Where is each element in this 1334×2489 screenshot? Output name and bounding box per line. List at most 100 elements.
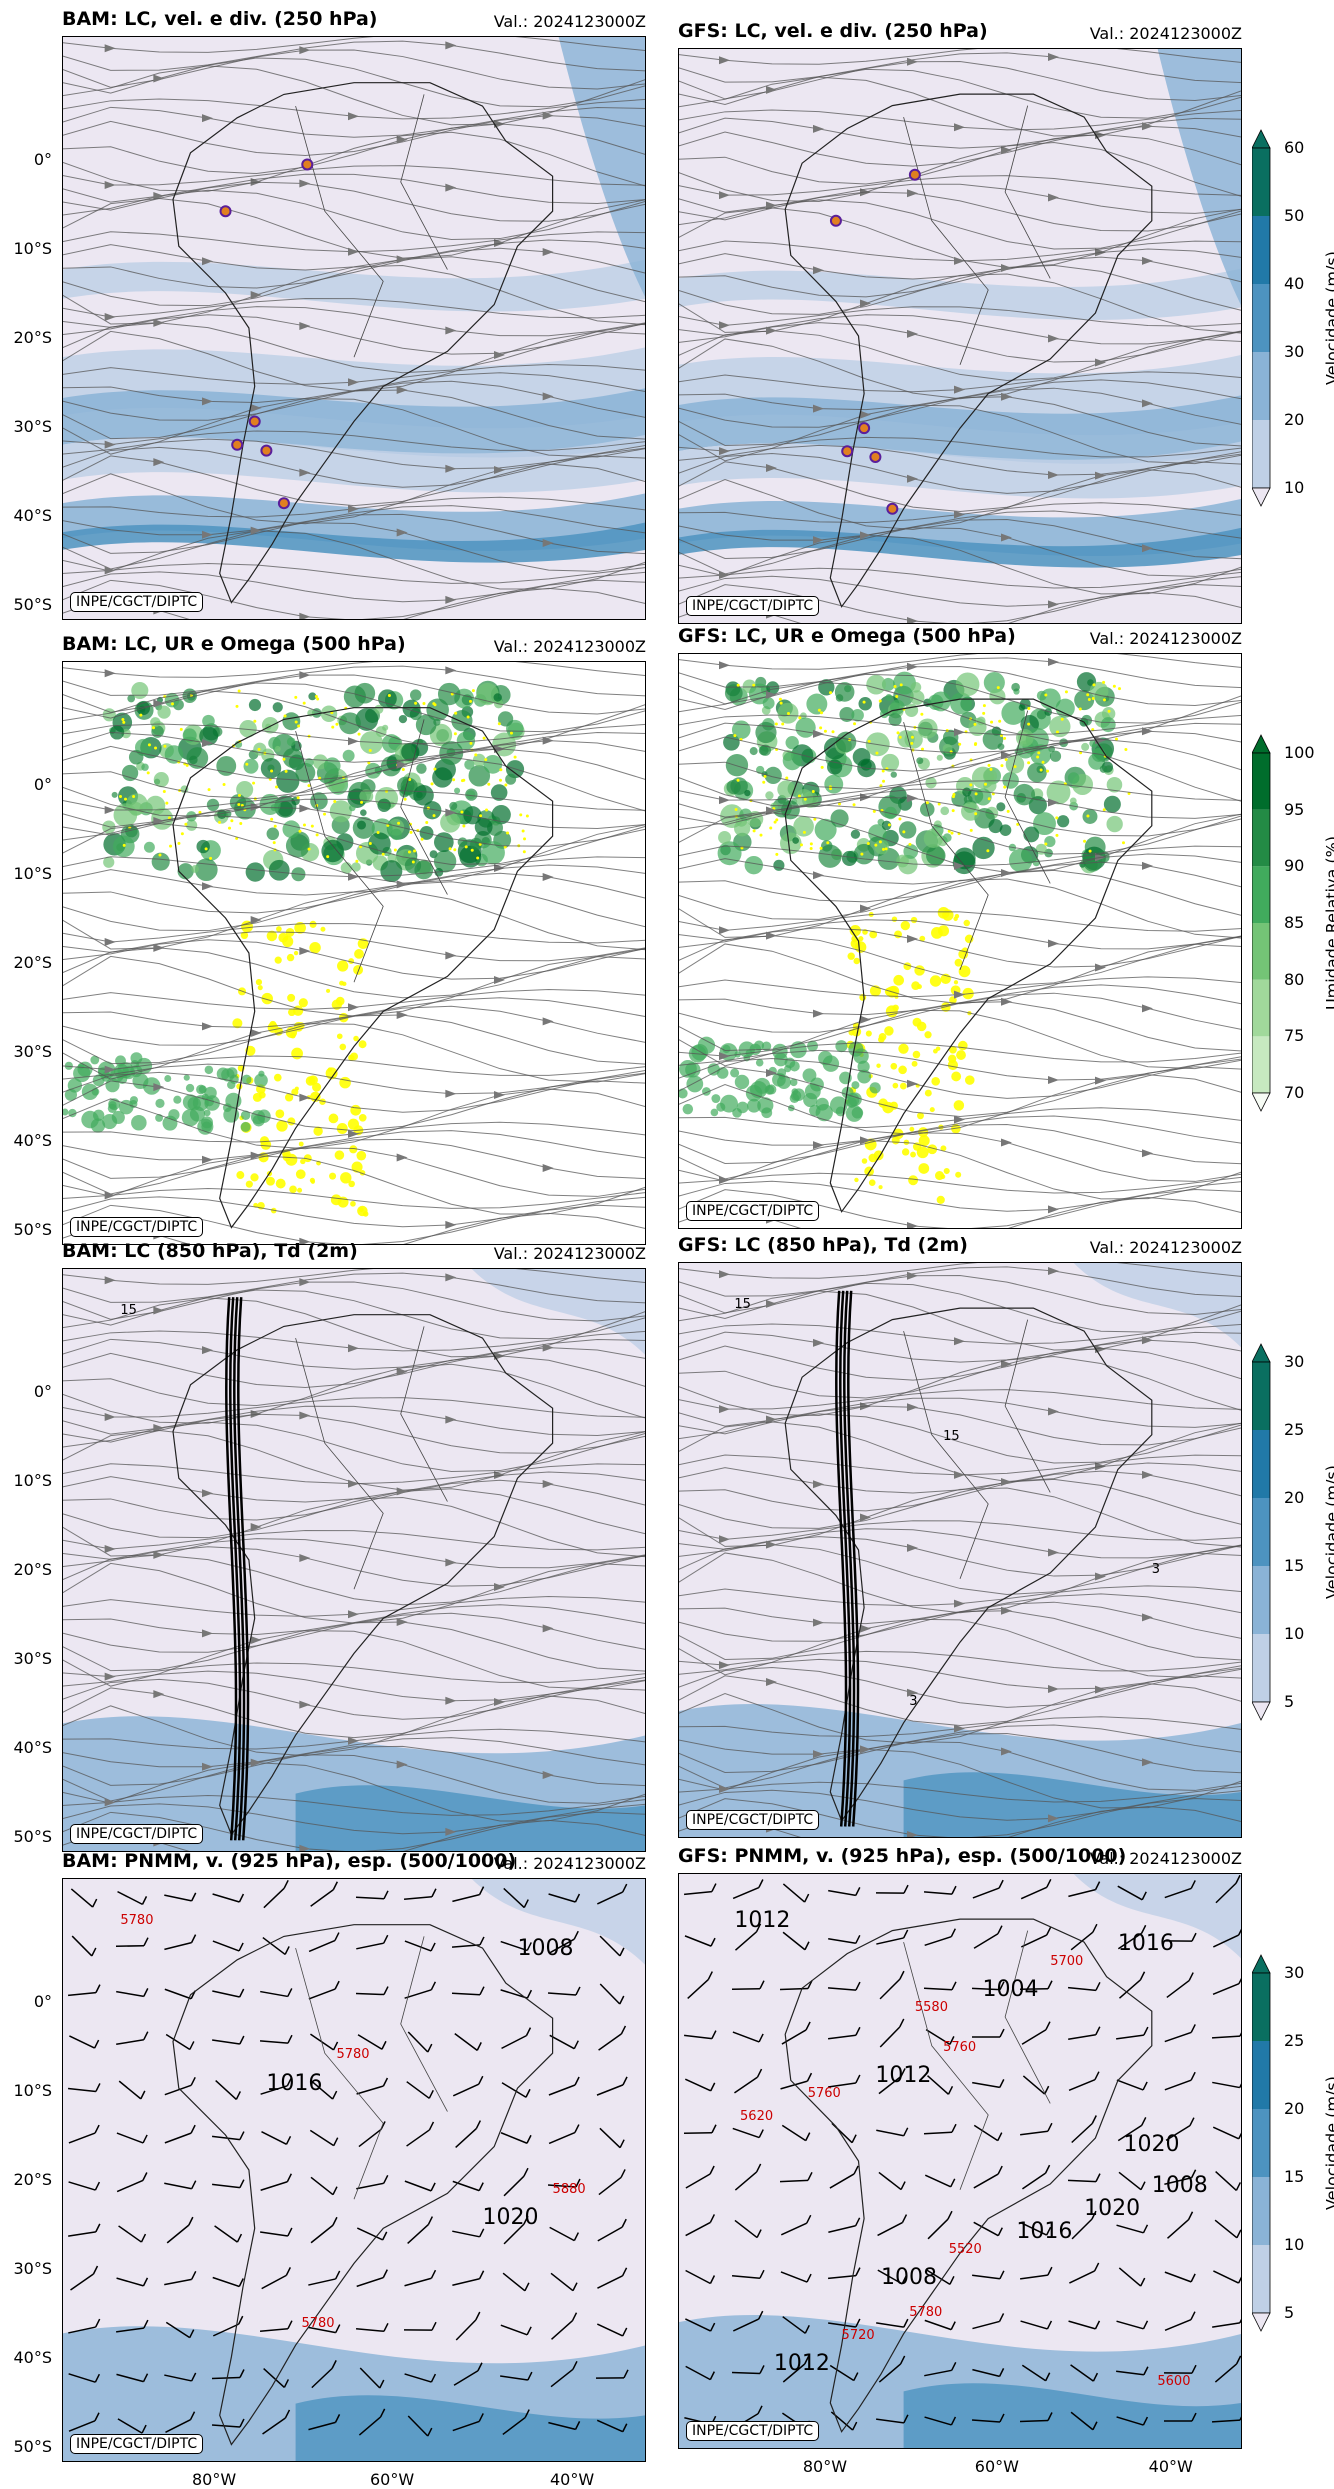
omega-dot: [239, 822, 242, 825]
omega-dot: [171, 702, 174, 705]
omega-dot: [1055, 816, 1058, 819]
panel-title-left: BAM: LC, vel. e div. (250 hPa): [62, 8, 378, 30]
omega-dot: [354, 949, 364, 959]
omega-dot: [798, 795, 801, 798]
omega-dot: [908, 843, 911, 846]
colorbar-segment: [1252, 1430, 1270, 1498]
omega-dot: [337, 1123, 348, 1134]
humidity-blob: [926, 846, 946, 866]
humidity-blob: [186, 1084, 194, 1092]
omega-dot: [454, 712, 457, 715]
humidity-blob: [831, 809, 849, 827]
omega-dot: [510, 732, 513, 735]
omega-dot: [245, 763, 248, 766]
omega-dot: [425, 821, 428, 824]
colorbar-label: Umidade Relativa (%): [1323, 836, 1334, 1010]
omega-dot: [299, 1142, 304, 1147]
map-canvas: [678, 1262, 1242, 1838]
contour-label: 5700: [1050, 1954, 1083, 1969]
left-map-panel-3: INPE/CGCT/DIPTC: [62, 1268, 646, 1852]
omega-dot: [879, 699, 882, 702]
panel-title-left: BAM: LC (850 hPa), Td (2m): [62, 1240, 358, 1262]
map-canvas: [62, 1268, 646, 1852]
omega-dot: [119, 795, 122, 798]
omega-dot: [258, 985, 263, 990]
humidity-blob: [91, 1118, 105, 1132]
colorbar-3: [1252, 1342, 1292, 1726]
wind-barb: [1020, 2420, 1048, 2421]
omega-dot: [780, 702, 783, 705]
omega-dot: [975, 792, 978, 795]
humidity-blob: [321, 705, 337, 721]
humidity-blob: [835, 1040, 847, 1052]
humidity-blob: [141, 763, 148, 770]
omega-dot: [433, 814, 436, 817]
omega-dot: [735, 808, 738, 811]
omega-dot: [238, 794, 241, 797]
omega-dot: [1102, 681, 1105, 684]
humidity-blob: [956, 673, 980, 697]
humidity-blob: [157, 705, 170, 718]
omega-dot: [337, 960, 348, 971]
omega-dot: [954, 980, 958, 984]
omega-dot: [951, 1072, 961, 1082]
colorbar-segment: [1252, 352, 1270, 420]
omega-dot: [1092, 683, 1095, 686]
omega-dot: [1108, 710, 1111, 713]
omega-dot: [124, 798, 127, 801]
omega-dot: [810, 842, 813, 845]
omega-dot: [892, 916, 897, 921]
colorbar-extend-max: [1252, 130, 1270, 148]
omega-dot: [803, 831, 806, 834]
colorbar-extend-min: [1252, 488, 1270, 506]
omega-dot: [785, 776, 788, 779]
omega-dot: [246, 1181, 253, 1188]
omega-dot: [339, 981, 344, 986]
humidity-blob: [246, 862, 265, 881]
humidity-blob: [737, 1102, 749, 1114]
colorbar-tick: 20: [1284, 410, 1304, 429]
wind-barb: [732, 1989, 760, 1990]
humidity-blob: [109, 1101, 117, 1109]
omega-dot: [284, 715, 287, 718]
omega-dot: [270, 770, 273, 773]
omega-dot: [831, 730, 834, 733]
omega-dot: [1086, 693, 1089, 696]
contour-label: 5780: [301, 2316, 334, 2331]
omega-dot: [894, 930, 902, 938]
divergence-cell: [302, 159, 312, 169]
lat-tick-label: 10°S: [13, 1471, 52, 1490]
humidity-blob: [464, 760, 474, 770]
contour-label: 15: [734, 1297, 751, 1312]
humidity-blob: [962, 788, 971, 797]
omega-dot: [472, 689, 475, 692]
omega-dot: [287, 994, 295, 1002]
colorbar-segment: [1252, 923, 1270, 980]
contour-label: 1020: [1084, 2196, 1140, 2221]
omega-dot: [258, 748, 261, 751]
humidity-blob: [165, 745, 184, 764]
lat-tick-label: 20°S: [13, 328, 52, 347]
map-canvas: [678, 653, 1242, 1229]
omega-dot: [902, 830, 905, 833]
lon-tick-label-right: 60°W: [975, 2457, 1019, 2476]
humidity-blob: [321, 840, 343, 862]
omega-dot: [893, 975, 904, 986]
omega-dot: [869, 1179, 876, 1186]
contour-label: 5780: [120, 1913, 153, 1928]
humidity-blob: [911, 682, 922, 693]
omega-dot: [1056, 730, 1059, 733]
omega-dot: [311, 825, 314, 828]
valid-time-right: Val.: 2024123000Z: [982, 24, 1242, 43]
omega-dot: [377, 831, 380, 834]
omega-dot: [821, 766, 824, 769]
omega-dot: [879, 840, 882, 843]
omega-dot: [421, 838, 424, 841]
omega-dot: [863, 701, 866, 704]
omega-dot: [931, 1077, 940, 1086]
omega-dot: [1044, 694, 1047, 697]
omega-dot: [874, 844, 877, 847]
omega-dot: [810, 847, 813, 850]
humidity-blob: [686, 1076, 703, 1093]
contour-label: 1016: [1016, 2219, 1072, 2244]
